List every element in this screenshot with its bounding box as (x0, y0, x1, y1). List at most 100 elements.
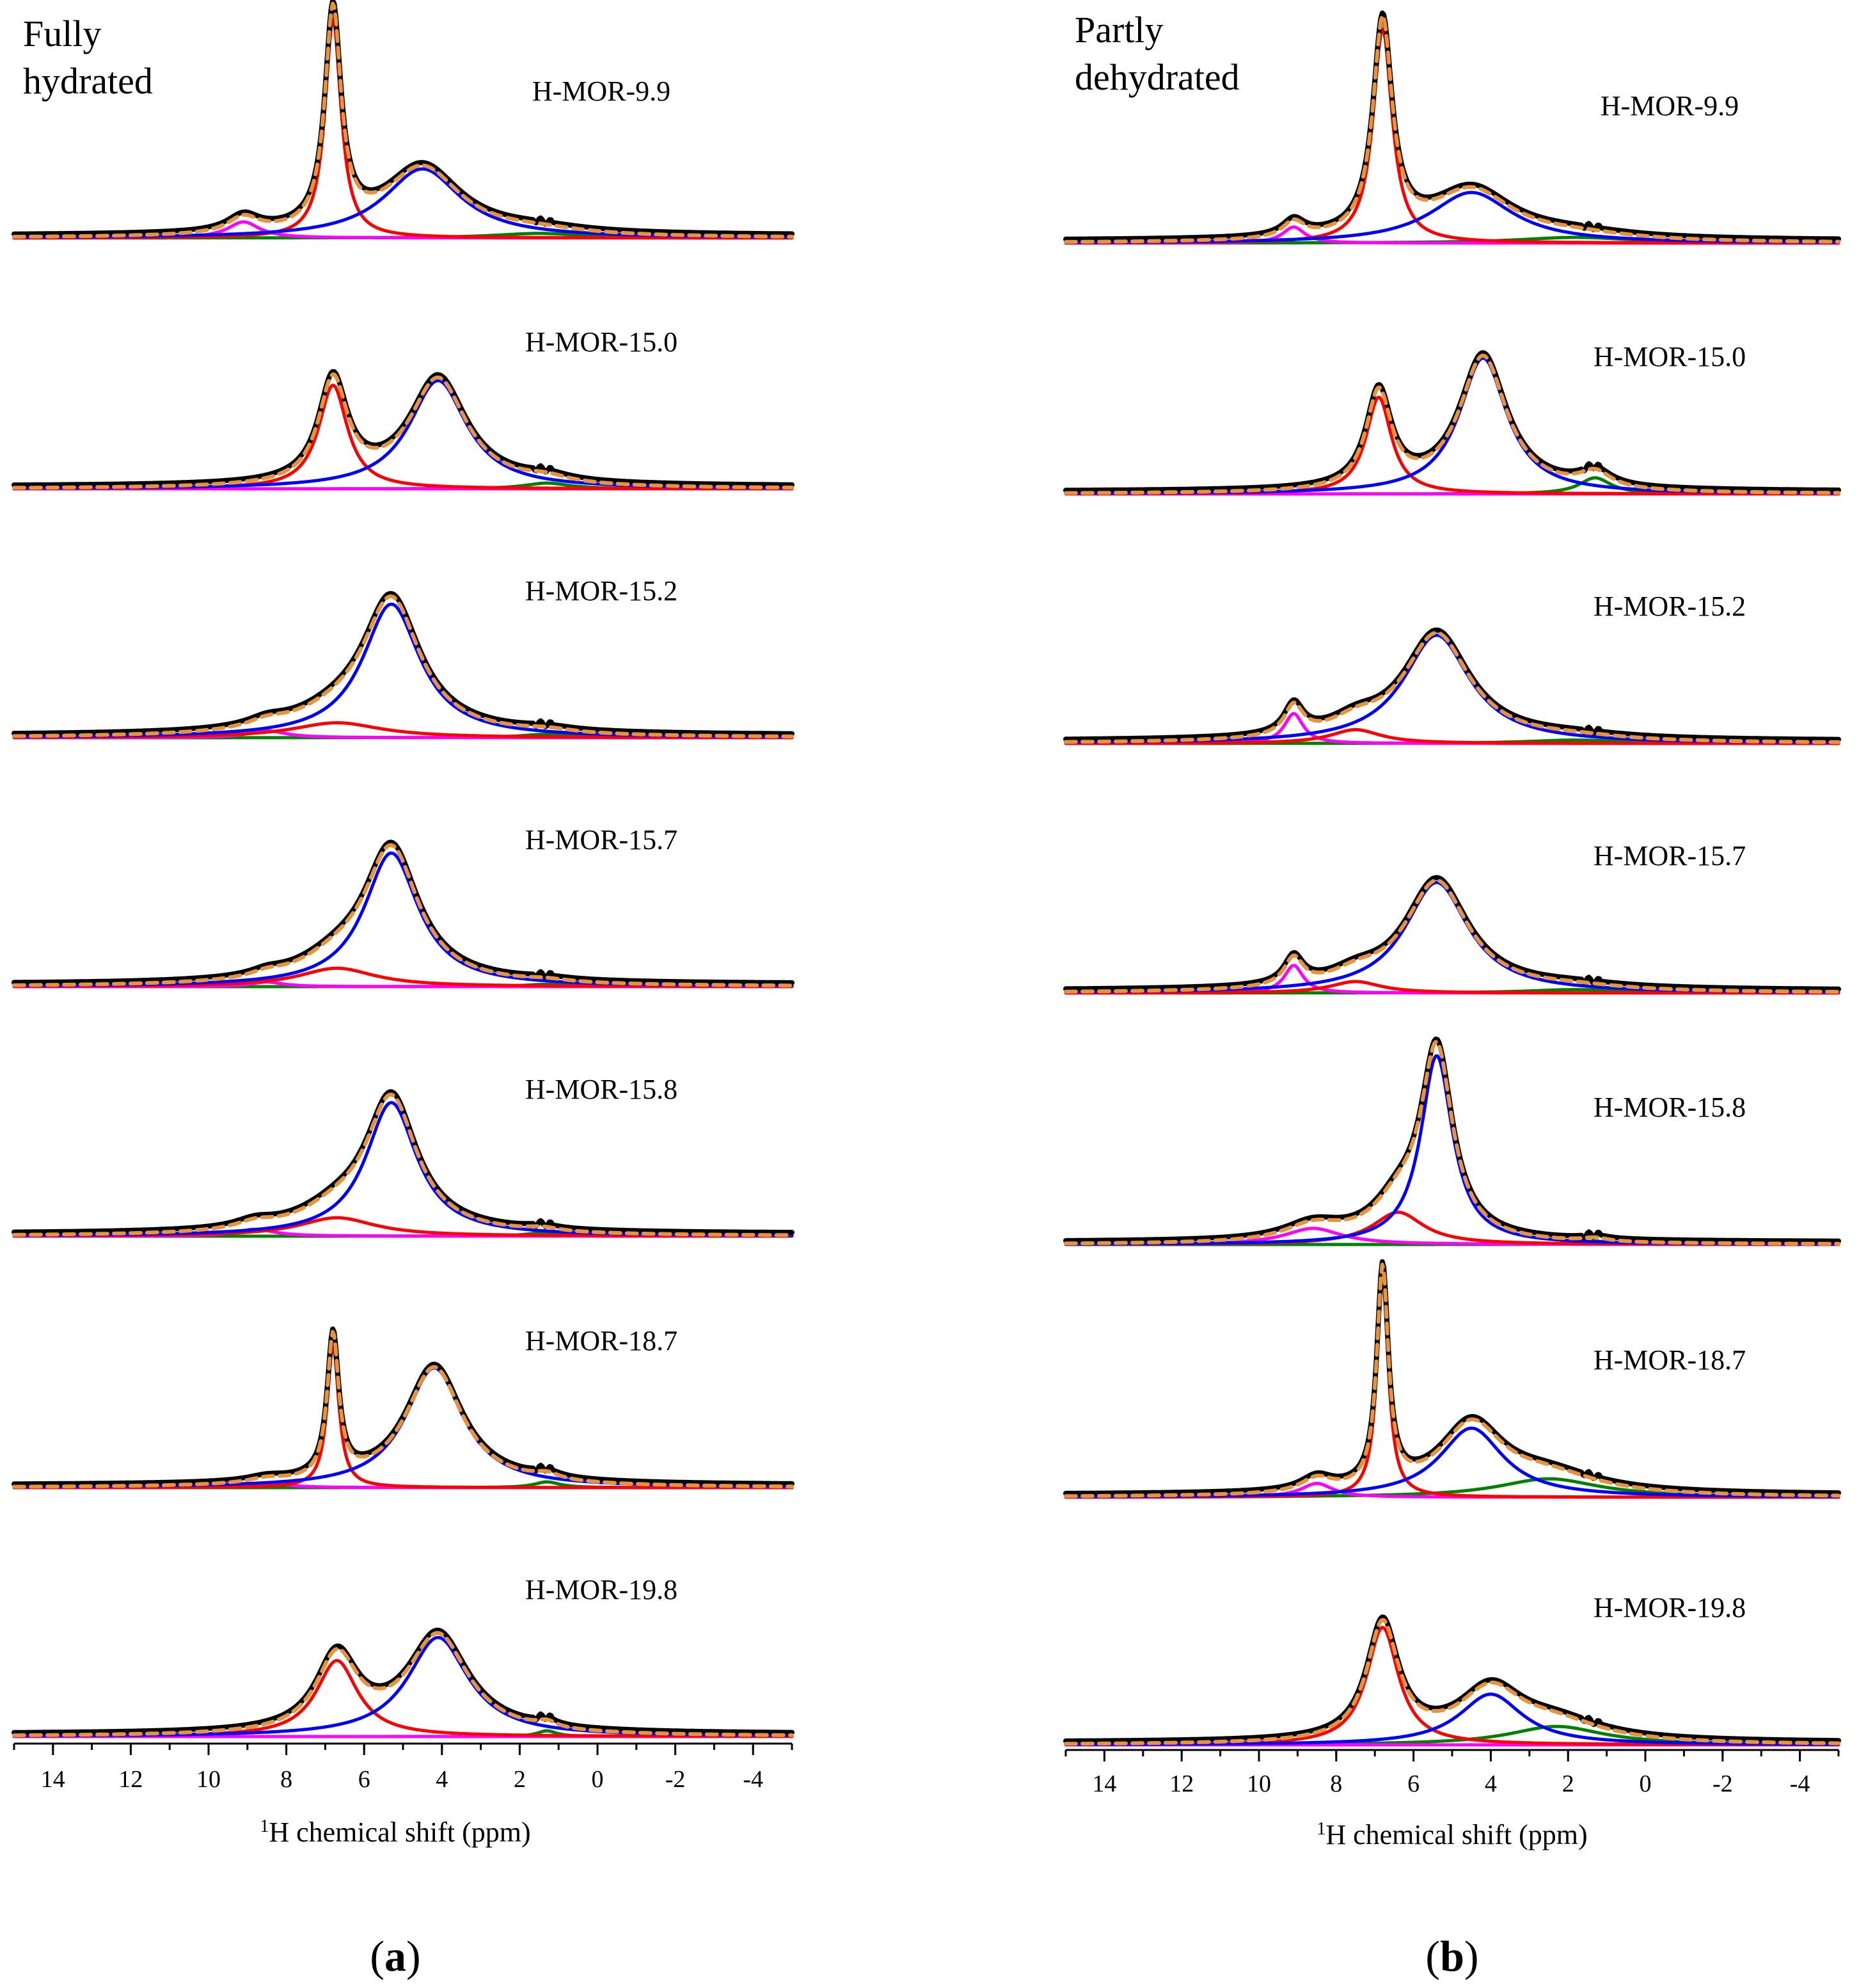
x-tick-label: 2 (1562, 1770, 1574, 1797)
fit-component-3 (1064, 1692, 1840, 1746)
panel-b-condition-line-1: Partly (1075, 9, 1164, 51)
panel-a-spectrum-6: H-MOR-18.7 (12, 1325, 795, 1490)
x-tick-label: -2 (665, 1766, 686, 1793)
x-tick-label: 8 (1330, 1770, 1342, 1797)
fit-component-3 (12, 602, 794, 738)
spectrum-label: H-MOR-15.7 (525, 824, 677, 855)
panel-b-x-axis: 14 12 10 8 6 4 2 0 -2 -4 (1064, 1749, 1840, 1797)
fit-component-3 (12, 1101, 794, 1237)
x-tick-label: 2 (514, 1766, 526, 1793)
panel-a-x-axis: 14 12 10 8 6 4 2 0 -2 -4 (13, 1742, 793, 1793)
spectrum-label: H-MOR-9.9 (532, 76, 670, 107)
panel-b-x-axis-label-text: H chemical shift (ppm) (1325, 1819, 1587, 1850)
panel-b-tag-open-paren: ( (1425, 1932, 1440, 1980)
panel-a-fully-hydrated: Fully hydrated H-MOR-9.9H-MOR-15.0H-MOR-… (12, 0, 795, 1980)
x-tick-label: 0 (1640, 1770, 1652, 1797)
fit-sum (12, 1631, 794, 1738)
experimental-spectrum (1063, 1259, 1841, 1496)
fit-component-3 (1064, 1054, 1840, 1246)
panel-a-tag-open-paren: ( (370, 1932, 384, 1980)
spectrum-label: H-MOR-19.8 (1594, 1592, 1746, 1623)
x-tick-label: -2 (1713, 1770, 1733, 1797)
panel-b-spectrum-1: H-MOR-9.9 (1063, 10, 1841, 245)
panel-b-x-axis-label: 1H chemical shift (ppm) (1317, 1819, 1587, 1851)
panel-a-spectrum-5: H-MOR-15.8 (12, 1074, 795, 1238)
fit-component-2 (1064, 980, 1840, 995)
fit-sum (1064, 353, 1840, 495)
x-tick-label: 10 (1247, 1770, 1271, 1797)
panel-a-x-axis-label-sup: 1 (260, 1817, 269, 1836)
x-tick-label: 0 (592, 1766, 604, 1793)
panel-a-x-axis-label: 1H chemical shift (ppm) (260, 1817, 530, 1849)
experimental-spectrum (1063, 10, 1841, 242)
spectrum-label: H-MOR-15.0 (525, 326, 677, 358)
panel-b-spectrum-2: H-MOR-15.0 (1063, 341, 1841, 496)
panel-a-x-axis-label-text: H chemical shift (ppm) (269, 1817, 530, 1848)
panel-b-x-axis-label-sup: 1 (1317, 1819, 1325, 1839)
spectrum-label: H-MOR-15.7 (1594, 840, 1746, 871)
panel-a-spectrum-4: H-MOR-15.7 (12, 824, 795, 989)
panel-b-tag-close-paren: ) (1464, 1932, 1479, 1980)
fit-component-3 (12, 379, 794, 490)
spectrum-label: H-MOR-18.7 (1594, 1344, 1746, 1376)
experimental-spectrum (12, 1089, 795, 1236)
experimental-spectrum (12, 1326, 795, 1487)
spectrum-label: H-MOR-18.7 (525, 1325, 677, 1356)
x-tick-label: 12 (118, 1766, 143, 1793)
panel-a-spectrum-1: H-MOR-9.9 (12, 0, 795, 240)
x-tick-label: -4 (1790, 1770, 1810, 1797)
x-tick-label: -4 (743, 1766, 763, 1793)
spectrum-label: H-MOR-15.8 (525, 1074, 677, 1105)
fit-sum (1064, 1262, 1840, 1499)
panel-a-tag: (a) (370, 1932, 420, 1980)
panel-b-partly-dehydrated: Partly dehydrated H-MOR-9.9H-MOR-15.0H-M… (1063, 9, 1841, 1980)
experimental-spectrum (12, 1627, 795, 1735)
experimental-spectrum (12, 839, 795, 985)
fit-sum (1064, 878, 1840, 994)
fit-sum (12, 1, 794, 239)
fit-sum (12, 843, 794, 988)
panel-b-tag-letter: b (1440, 1932, 1464, 1980)
fit-sum (12, 594, 794, 738)
panel-a-condition-line-1: Fully (23, 13, 102, 54)
panel-a-spectrum-3: H-MOR-15.2 (12, 575, 795, 740)
x-tick-label: 4 (1485, 1770, 1497, 1797)
spectrum-label: H-MOR-15.2 (1594, 591, 1746, 622)
x-tick-label: 10 (196, 1766, 221, 1793)
x-tick-label: 6 (1407, 1770, 1420, 1797)
fit-component-3 (12, 851, 794, 988)
fit-sum (1064, 1040, 1840, 1246)
spectrum-label: H-MOR-15.8 (1594, 1092, 1746, 1123)
panel-b-spectra: H-MOR-9.9 H-MOR-15.0 H-MOR-15.2 H-MOR-15.7 H… (1063, 10, 1841, 1747)
experimental-spectrum (12, 591, 795, 736)
experimental-spectrum (12, 0, 795, 237)
experimental-spectrum (1063, 1037, 1841, 1244)
spectrum-label: H-MOR-9.9 (1601, 90, 1739, 122)
panel-b-spectrum-3: H-MOR-15.2 (1063, 591, 1841, 745)
experimental-spectrum (1063, 1614, 1841, 1744)
panel-a-tag-close-paren: ) (406, 1932, 421, 1980)
x-tick-label: 8 (280, 1766, 292, 1793)
experimental-spectrum (12, 369, 795, 488)
fit-sum (12, 1092, 794, 1237)
panel-a-condition-line-2: hydrated (23, 60, 153, 102)
fit-component-3 (12, 1635, 794, 1738)
fit-component-2 (1064, 1277, 1840, 1499)
fit-component-2 (1064, 1625, 1840, 1747)
fit-component-3 (1064, 1426, 1840, 1499)
fit-sum (1064, 13, 1840, 244)
x-tick-label: 14 (1092, 1770, 1116, 1797)
x-tick-label: 14 (41, 1766, 65, 1793)
panel-b-spectrum-6: H-MOR-18.7 (1063, 1259, 1841, 1499)
fit-component-3 (12, 167, 794, 239)
fit-component-2 (12, 17, 794, 240)
panel-b-tag: (b) (1425, 1932, 1478, 1980)
experimental-spectrum (1063, 350, 1841, 493)
panel-b-spectrum-5: H-MOR-15.8 (1063, 1037, 1841, 1246)
fit-component-3 (12, 1366, 794, 1489)
fit-component-2 (1064, 395, 1840, 496)
x-tick-label: 12 (1169, 1770, 1194, 1797)
panel-a-spectra: H-MOR-9.9 H-MOR-15.0 H-MOR-15.2 H-MOR-15.7 H… (12, 0, 795, 1738)
x-tick-label: 4 (436, 1766, 448, 1793)
